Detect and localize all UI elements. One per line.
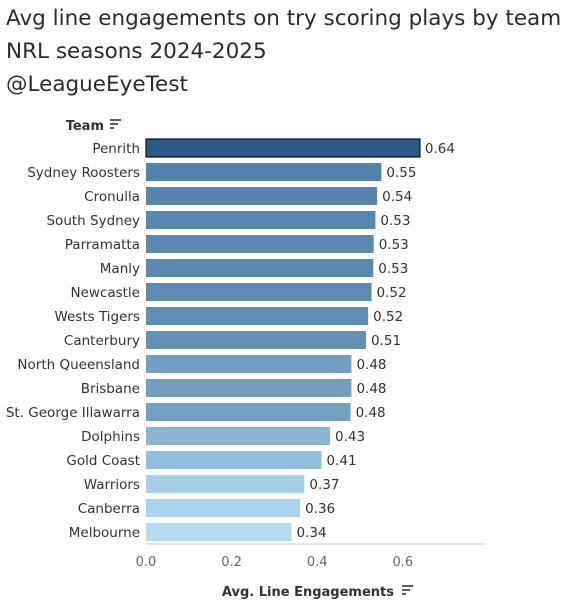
data-label: 0.48 (356, 405, 386, 421)
bar-row[interactable]: Warriors 0.37 (84, 475, 340, 493)
y-axis-title: Team (66, 119, 104, 134)
chart-title: Avg line engagements on try scoring play… (6, 6, 562, 31)
bar-row[interactable]: South Sydney 0.53 (46, 211, 410, 229)
category-label: Canterbury (64, 333, 140, 349)
bar[interactable] (146, 475, 305, 493)
bar-row[interactable]: Manly 0.53 (100, 259, 409, 277)
bar-row[interactable]: Gold Coast 0.41 (66, 451, 357, 469)
bar-row[interactable]: Newcastle 0.52 (70, 283, 407, 301)
chart-subtitle: NRL seasons 2024-2025 (6, 39, 267, 64)
bar-row[interactable]: Dolphins 0.43 (81, 427, 365, 445)
data-label: 0.41 (326, 453, 356, 469)
bar[interactable] (146, 163, 382, 181)
bar-row[interactable]: Sydney Roosters 0.55 (27, 163, 416, 181)
bar[interactable] (146, 499, 301, 517)
bars-layer: Penrith 0.64 Sydney Roosters 0.55 Cronulla 0.… (6, 138, 455, 541)
category-label: St. George Illawarra (6, 405, 140, 421)
data-label: 0.37 (309, 477, 339, 493)
data-label: 0.43 (335, 429, 365, 445)
category-label: Wests Tigers (54, 309, 140, 325)
category-label: Brisbane (81, 381, 140, 397)
bar-row[interactable]: Parramatta 0.53 (65, 235, 409, 253)
category-label: Warriors (84, 477, 140, 493)
category-label: Melbourne (69, 525, 140, 541)
x-tick-label: 0.0 (136, 555, 157, 570)
data-label: 0.53 (380, 213, 410, 229)
bar[interactable] (146, 331, 366, 349)
data-label: 0.53 (378, 261, 408, 277)
x-tick-label: 0.4 (307, 555, 328, 570)
category-label: Parramatta (65, 237, 140, 253)
category-label: Gold Coast (66, 453, 140, 469)
bar[interactable] (146, 451, 322, 469)
bar-row[interactable]: Canterbury 0.51 (64, 331, 401, 349)
x-tick-label: 0.2 (221, 555, 242, 570)
data-label: 0.34 (297, 525, 327, 541)
category-label: Manly (100, 261, 140, 277)
sort-icon[interactable] (110, 119, 121, 129)
data-label: 0.53 (379, 237, 409, 253)
category-label: Cronulla (84, 189, 140, 205)
sort-icon[interactable] (402, 585, 413, 595)
category-label: Sydney Roosters (27, 165, 140, 181)
bar-row[interactable]: Penrith 0.64 (92, 138, 455, 158)
bar-row[interactable]: Melbourne 0.34 (69, 523, 327, 541)
data-label: 0.52 (373, 309, 403, 325)
bar[interactable] (146, 187, 378, 205)
data-label: 0.48 (356, 381, 386, 397)
bar-row[interactable]: North Queensland 0.48 (17, 355, 387, 373)
x-axis-title: Avg. Line Engagements (222, 585, 394, 600)
bar[interactable] (146, 355, 352, 373)
category-label: North Queensland (17, 357, 140, 373)
bar-chart: Team Penrith 0.64 Sydney Roosters 0.55 Cronu… (6, 119, 486, 600)
bar[interactable] (146, 259, 374, 277)
x-axis-header[interactable]: Avg. Line Engagements (222, 585, 413, 600)
x-tick-label: 0.6 (392, 555, 413, 570)
data-label: 0.52 (377, 285, 407, 301)
category-label: Dolphins (81, 429, 140, 445)
bar[interactable] (146, 307, 369, 325)
y-axis-header[interactable]: Team (66, 119, 121, 134)
bar-row[interactable]: Canberra 0.36 (78, 499, 335, 517)
bar-row[interactable]: St. George Illawarra 0.48 (6, 403, 386, 421)
bar[interactable] (146, 403, 351, 421)
data-label: 0.48 (356, 357, 386, 373)
bar[interactable] (146, 283, 372, 301)
x-axis-ticks: 0.0 0.2 0.4 0.6 (136, 555, 413, 570)
data-label: 0.54 (382, 189, 412, 205)
data-label: 0.55 (386, 165, 416, 181)
category-label: Canberra (78, 501, 140, 517)
bar[interactable] (145, 138, 421, 158)
bar[interactable] (146, 379, 352, 397)
chart-credit: @LeagueEyeTest (6, 72, 188, 97)
category-label: Penrith (92, 141, 140, 157)
bar[interactable] (146, 235, 374, 253)
data-label: 0.36 (305, 501, 335, 517)
data-label: 0.64 (425, 141, 455, 157)
bar[interactable] (146, 427, 331, 445)
bar[interactable] (146, 211, 376, 229)
bar-row[interactable]: Wests Tigers 0.52 (54, 307, 403, 325)
category-label: Newcastle (70, 285, 140, 301)
bar-row[interactable]: Cronulla 0.54 (84, 187, 412, 205)
category-label: South Sydney (46, 213, 140, 229)
bar[interactable] (146, 523, 292, 541)
data-label: 0.51 (371, 333, 401, 349)
bar-row[interactable]: Brisbane 0.48 (81, 379, 387, 397)
